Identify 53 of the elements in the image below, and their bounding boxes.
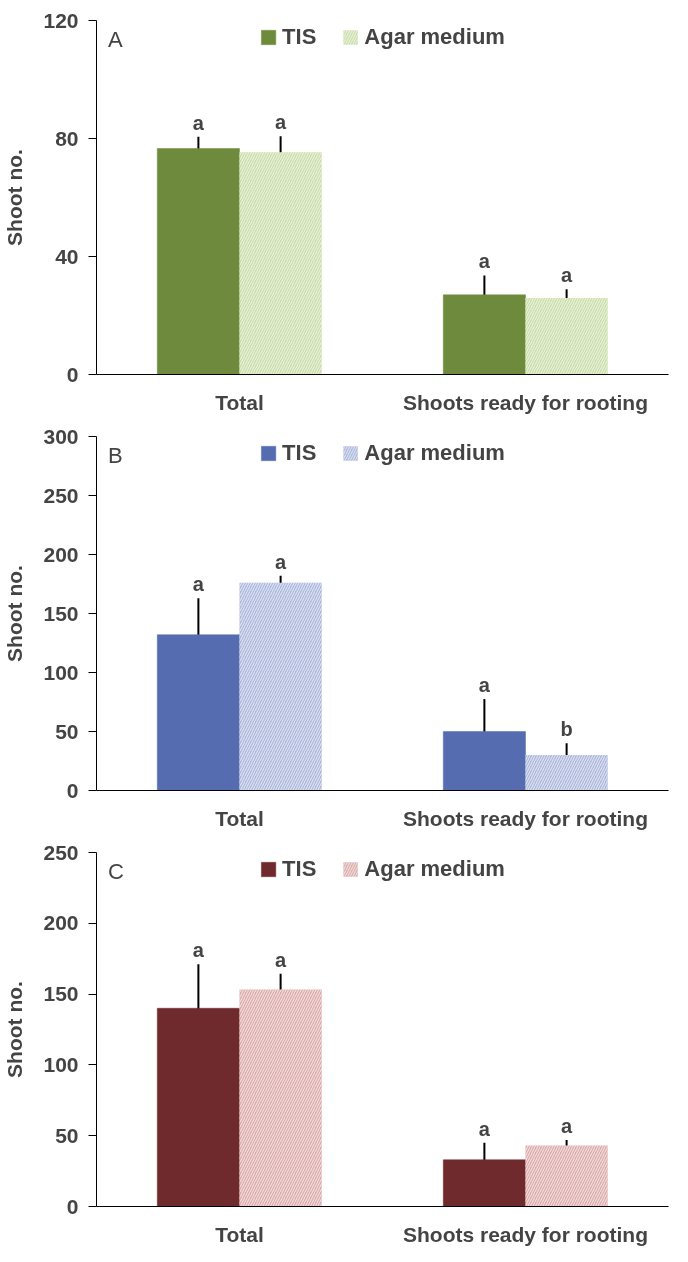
annotation: a [561, 1114, 574, 1137]
x-tick-label: Total [215, 1222, 264, 1246]
bar [157, 634, 240, 791]
annotation: a [192, 939, 205, 962]
y-tick-label: 150 [43, 982, 79, 1006]
x-tick-label: Shoots ready for rooting [403, 390, 649, 414]
y-tick-label: 200 [43, 542, 79, 566]
y-tick-label: 120 [43, 8, 79, 32]
y-tick-label: 200 [43, 911, 79, 935]
y-tick-label: 150 [43, 601, 79, 625]
annotation: a [275, 550, 288, 573]
x-tick-label: Total [215, 390, 264, 414]
legend-label: TIS [282, 856, 317, 882]
annotation: a [275, 948, 288, 971]
y-axis-title: Shoot no. [3, 149, 27, 246]
annotation: a [192, 111, 205, 134]
bar [443, 1159, 526, 1207]
x-tick-label: Shoots ready for rooting [403, 1222, 649, 1246]
y-tick-label: 0 [66, 778, 79, 802]
y-tick-label: 250 [43, 483, 79, 507]
chart-title: B [107, 442, 123, 468]
legend-label: Agar medium [364, 440, 505, 466]
legend-label: Agar medium [364, 856, 505, 882]
bar [443, 294, 526, 375]
bar [157, 148, 240, 375]
bar [157, 1008, 240, 1207]
y-axis-title: Shoot no. [3, 565, 27, 662]
legend-label: Agar medium [364, 24, 505, 50]
y-tick-label: 80 [55, 126, 79, 150]
chart-title: C [107, 858, 124, 884]
annotation: a [561, 264, 574, 287]
y-tick-label: 50 [55, 719, 79, 743]
y-tick-label: 50 [55, 1123, 79, 1147]
annotation: b [560, 718, 573, 741]
y-tick-label: 100 [43, 660, 79, 684]
y-tick-label: 300 [43, 424, 79, 448]
y-tick-label: 0 [66, 1194, 79, 1218]
y-tick-label: 0 [66, 362, 79, 386]
bar [443, 731, 526, 791]
x-tick-label: Shoots ready for rooting [403, 806, 649, 830]
x-tick-label: Total [215, 806, 264, 830]
annotation: a [192, 573, 205, 596]
chart-title: A [107, 26, 123, 52]
annotation: a [478, 674, 491, 697]
y-tick-label: 250 [43, 840, 79, 864]
y-axis-title: Shoot no. [3, 981, 27, 1078]
y-tick-label: 100 [43, 1052, 79, 1076]
annotation: a [478, 250, 491, 273]
legend-label: TIS [282, 440, 317, 466]
y-tick-label: 40 [55, 244, 79, 268]
legend-label: TIS [282, 24, 317, 50]
annotation: a [478, 1117, 491, 1140]
annotation: a [275, 111, 288, 134]
